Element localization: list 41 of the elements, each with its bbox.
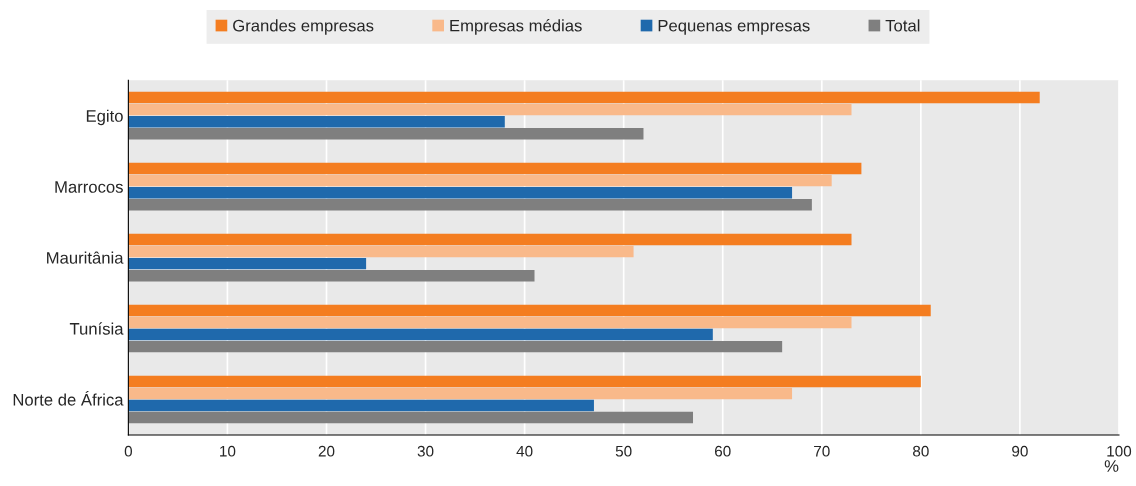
bar [128, 198, 812, 211]
bar [128, 103, 852, 116]
y-tick-label: Tunísia [69, 322, 124, 335]
x-tick-label: 70 [814, 445, 830, 457]
bar [128, 245, 634, 258]
x-tick-label: 100 [1107, 445, 1132, 457]
y-tick-label: Mauritânia [47, 251, 124, 264]
bar [128, 399, 594, 412]
bar [128, 115, 505, 128]
bar [128, 186, 793, 199]
bar [128, 387, 793, 400]
legend-label: Grandes empresas [233, 19, 374, 35]
bar [128, 316, 852, 329]
x-tick-label: 40 [516, 445, 533, 457]
bar [128, 233, 852, 246]
x-tick-label: 50 [615, 445, 632, 457]
bar [128, 340, 783, 353]
bar [128, 375, 921, 388]
bar [128, 411, 694, 424]
x-tick-label: 80 [913, 445, 929, 457]
y-tick-label: Norte de África [13, 391, 124, 406]
x-tick-label: 20 [318, 445, 335, 457]
x-tick-label: 90 [1012, 445, 1028, 457]
legend-label: Pequenas empresas [658, 19, 810, 35]
x-tick-label: 0 [124, 445, 133, 457]
legend-label: Empresas médias [450, 19, 582, 35]
bar [128, 128, 644, 140]
x-tick-label: 30 [417, 445, 434, 457]
bar [128, 304, 931, 317]
y-tick-label: Egito [86, 109, 123, 126]
y-tick-label: Marrocos [55, 181, 123, 193]
bar [128, 269, 535, 282]
bar [128, 162, 862, 175]
bar [128, 257, 367, 270]
bar [128, 328, 713, 341]
bar [128, 174, 832, 187]
legend-label: Total [885, 19, 920, 32]
x-tick-label: 10 [220, 445, 236, 457]
x-tick-label: 60 [715, 445, 731, 457]
x-axis-title: % [1104, 460, 1119, 472]
bar [128, 91, 1040, 104]
